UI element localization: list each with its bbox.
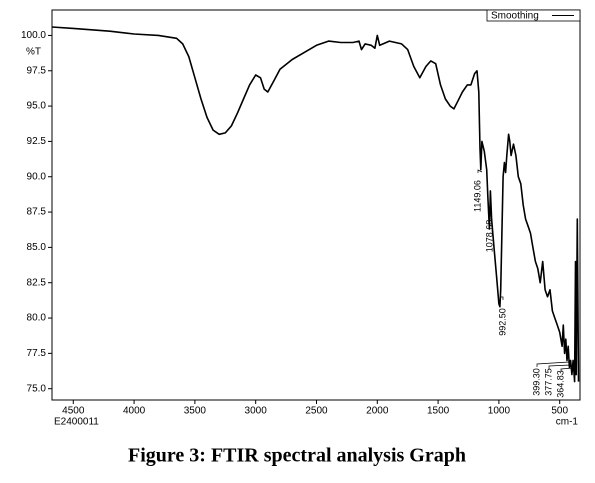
annotation-leader	[560, 367, 574, 372]
x-tick-label: 1000	[488, 406, 511, 417]
peak-annotation: 399.30	[531, 368, 541, 396]
annotation-leader	[501, 296, 504, 300]
y-tick-label: 100.0	[21, 30, 46, 41]
annotation-leader	[477, 169, 483, 173]
x-tick-label: 4000	[123, 406, 146, 417]
y-tick-label: 82.5	[27, 277, 47, 288]
annotation-leader	[548, 364, 572, 369]
peak-annotation: 992.50	[497, 308, 507, 336]
y-tick-label: 87.5	[27, 207, 47, 218]
y-tick-label: 80.0	[27, 313, 47, 324]
x-tick-label: 500	[551, 406, 568, 417]
plot-frame	[51, 9, 581, 401]
y-tick-label: 75.0	[27, 383, 47, 394]
x-axis-label: cm-1	[556, 417, 579, 428]
annotation-leader	[536, 361, 570, 367]
caption: Figure 3: FTIR spectral analysis Graph	[128, 445, 466, 467]
x-tick-label: 3000	[245, 406, 268, 417]
peak-annotation: 377.75	[543, 368, 553, 396]
annotation-leader	[489, 204, 492, 210]
peak-annotation: 1078.68	[484, 220, 494, 253]
y-tick-label: 97.5	[27, 65, 47, 76]
sample-id: E2400011	[54, 417, 99, 428]
x-tick-label: 1500	[427, 406, 450, 417]
spectrum-line	[51, 26, 580, 383]
x-tick-label: 2000	[366, 406, 389, 417]
legend-label: Smoothing	[491, 11, 539, 22]
y-tick-label: 90.0	[27, 171, 47, 182]
peak-annotation: 364.83	[555, 370, 565, 398]
x-tick-label: 4500	[62, 406, 85, 417]
y-tick-label: 95.0	[27, 101, 47, 112]
x-tick-label: 3500	[184, 406, 207, 417]
y-tick-label: 85.0	[27, 242, 47, 253]
legend-box	[486, 9, 581, 22]
y-tick-label: 77.5	[27, 348, 47, 359]
peak-annotation: 1149.06	[472, 180, 482, 212]
x-tick-label: 2500	[305, 406, 328, 417]
y-axis-label: %T	[26, 47, 41, 58]
y-tick-label: 92.5	[27, 136, 47, 147]
